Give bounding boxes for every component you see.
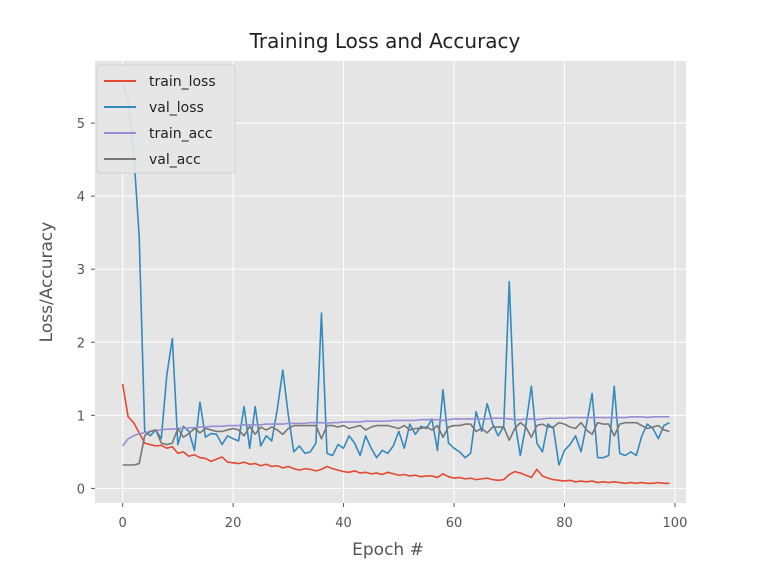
- series-line-train-loss: [121, 383, 670, 485]
- series-lines: [121, 82, 670, 485]
- series-line-train-acc: [121, 415, 670, 447]
- y-tick-label: 1: [77, 409, 85, 424]
- y-tick-label: 5: [77, 117, 85, 132]
- x-tick-label: 20: [225, 516, 242, 531]
- x-ticks: 0 20 40 60 80 100: [118, 503, 687, 531]
- x-axis-label: Epoch #: [352, 540, 424, 560]
- x-tick-label: 100: [663, 516, 688, 531]
- y-axis-label: Loss/Accuracy: [37, 222, 57, 343]
- y-tick-label: 2: [77, 336, 85, 351]
- y-tick-label: 3: [77, 263, 85, 278]
- series-line-val-acc: [122, 421, 670, 466]
- x-tick-label: 80: [556, 516, 573, 531]
- legend-label-train-acc: train_acc: [149, 126, 213, 142]
- y-tick-label: 0: [77, 482, 85, 497]
- legend-label-val-acc: val_acc: [149, 152, 201, 168]
- chart-title: Training Loss and Accuracy: [249, 29, 521, 53]
- legend-label-train-loss: train_loss: [149, 74, 216, 90]
- x-tick-label: 60: [446, 516, 463, 531]
- x-tick-label: 0: [118, 516, 126, 531]
- y-ticks: 0 1 2 3 4 5: [77, 117, 95, 497]
- y-tick-label: 4: [77, 190, 85, 205]
- legend: train_loss val_loss train_acc val_acc: [96, 64, 236, 174]
- legend-box: [96, 64, 236, 174]
- series-line-val-loss: [121, 82, 670, 466]
- x-tick-label: 40: [335, 516, 352, 531]
- legend-label-val-loss: val_loss: [149, 100, 204, 116]
- grid: [95, 61, 686, 503]
